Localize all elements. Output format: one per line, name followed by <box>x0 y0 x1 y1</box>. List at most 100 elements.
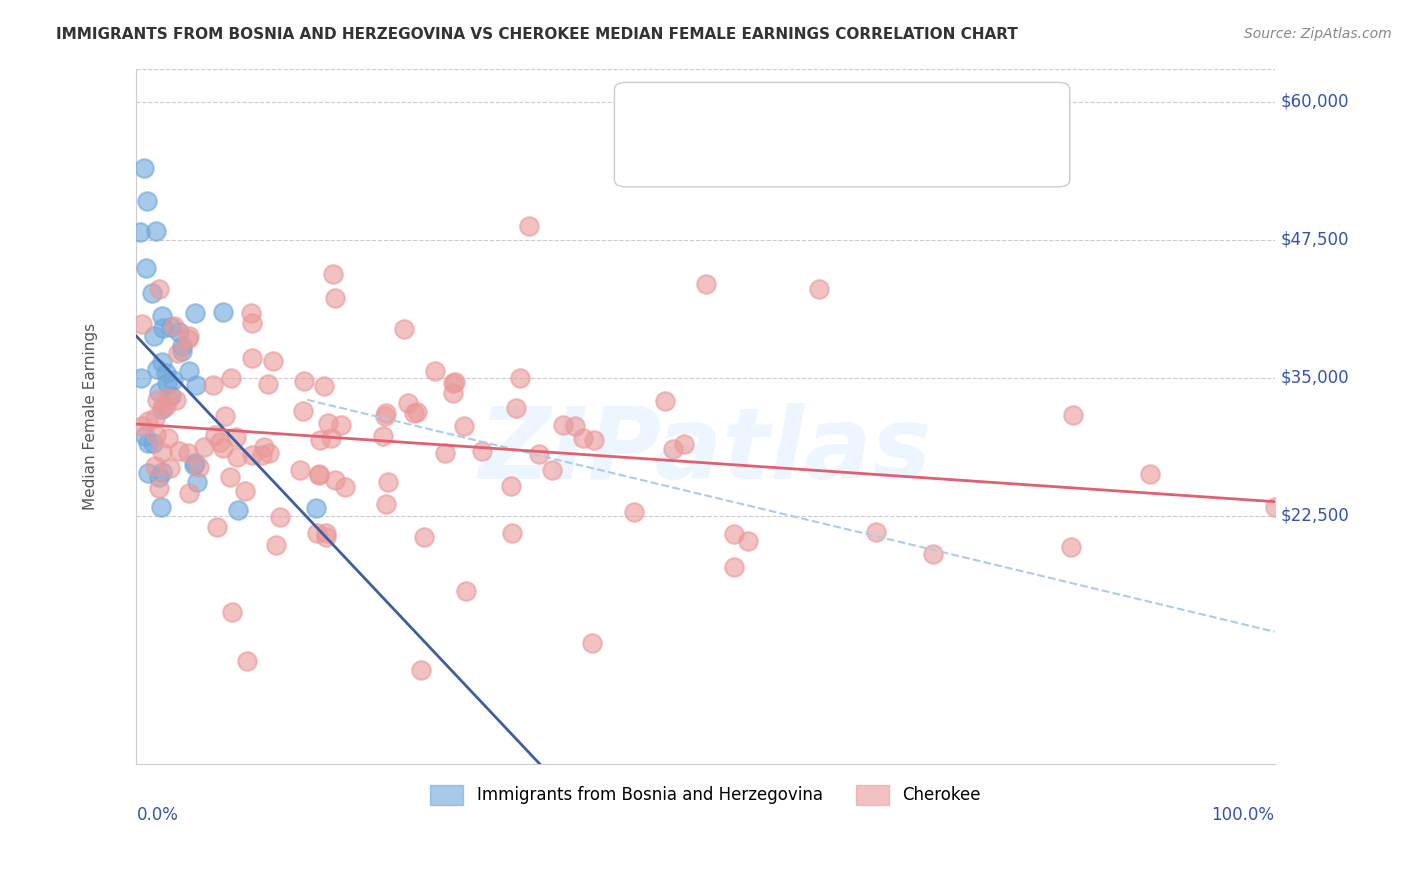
Point <box>409 664 432 678</box>
Point <box>323 473 346 487</box>
Point <box>269 510 291 524</box>
Point <box>305 526 328 541</box>
Point <box>453 419 475 434</box>
Point <box>212 441 235 455</box>
Point <box>166 345 188 359</box>
Point <box>240 317 263 331</box>
Point <box>250 448 273 462</box>
Point <box>315 526 337 541</box>
Text: R =  -0.101   N = 112: R = -0.101 N = 112 <box>659 143 839 161</box>
Point <box>214 409 236 423</box>
Point <box>160 320 183 334</box>
Point <box>517 219 540 233</box>
Point <box>146 362 169 376</box>
Point <box>443 386 465 401</box>
Point <box>314 379 336 393</box>
Point <box>1062 408 1084 422</box>
Point <box>240 448 263 462</box>
Point <box>1264 500 1286 515</box>
Point <box>148 282 170 296</box>
Point <box>305 501 328 516</box>
Point <box>143 458 166 473</box>
Point <box>444 375 467 389</box>
Point <box>160 389 183 403</box>
Point <box>292 375 315 389</box>
Point <box>623 505 645 519</box>
Point <box>193 440 215 454</box>
Point <box>155 366 177 380</box>
Point <box>159 461 181 475</box>
Point <box>134 161 156 175</box>
Point <box>413 530 436 544</box>
Point <box>433 446 456 460</box>
Point <box>323 291 346 305</box>
Point <box>319 431 342 445</box>
Point <box>471 443 494 458</box>
Point <box>184 456 207 470</box>
Point <box>394 322 416 336</box>
Point <box>143 328 166 343</box>
Legend: Immigrants from Bosnia and Herzegovina, Cherokee: Immigrants from Bosnia and Herzegovina, … <box>423 778 988 812</box>
Point <box>152 321 174 335</box>
Point <box>375 497 398 511</box>
Point <box>157 391 180 405</box>
Point <box>136 466 159 480</box>
Point <box>572 431 595 445</box>
Point <box>145 427 167 442</box>
Point <box>922 548 945 562</box>
Point <box>541 463 564 477</box>
Point <box>292 404 315 418</box>
Point <box>456 583 478 598</box>
Point <box>808 282 831 296</box>
Point <box>225 450 247 464</box>
Point <box>152 399 174 413</box>
Point <box>308 467 330 482</box>
Point <box>501 526 523 541</box>
Point <box>142 436 165 450</box>
Point <box>156 431 179 445</box>
Point <box>145 224 167 238</box>
Point <box>205 519 228 533</box>
Point <box>695 277 717 291</box>
Point <box>374 406 396 420</box>
Point <box>1060 540 1083 554</box>
Point <box>186 475 208 490</box>
Point <box>208 435 231 450</box>
Point <box>723 527 745 541</box>
Point <box>1139 467 1161 481</box>
Point <box>253 440 276 454</box>
Point <box>150 500 173 515</box>
Point <box>233 484 256 499</box>
Point <box>135 260 157 275</box>
Point <box>177 329 200 343</box>
Point <box>441 376 464 390</box>
Point <box>150 401 173 416</box>
Point <box>316 416 339 430</box>
Point <box>322 267 344 281</box>
Point <box>581 636 603 650</box>
Text: Source: ZipAtlas.com: Source: ZipAtlas.com <box>1244 27 1392 41</box>
Point <box>177 363 200 377</box>
Point <box>145 392 167 407</box>
Point <box>177 446 200 460</box>
Point <box>527 447 550 461</box>
Point <box>170 343 193 358</box>
Point <box>723 559 745 574</box>
Text: Median Female Earnings: Median Female Earnings <box>83 323 98 510</box>
Point <box>188 459 211 474</box>
Point <box>172 338 194 352</box>
Point <box>662 442 685 457</box>
Point <box>404 405 426 419</box>
Point <box>257 445 280 459</box>
Point <box>128 225 150 239</box>
Point <box>330 418 353 433</box>
Point <box>256 377 278 392</box>
Point <box>148 384 170 399</box>
Point <box>406 404 429 418</box>
Point <box>262 354 284 368</box>
Point <box>163 319 186 334</box>
Point <box>202 378 225 392</box>
Point <box>374 409 396 423</box>
Point <box>239 306 262 320</box>
Point <box>377 475 399 489</box>
